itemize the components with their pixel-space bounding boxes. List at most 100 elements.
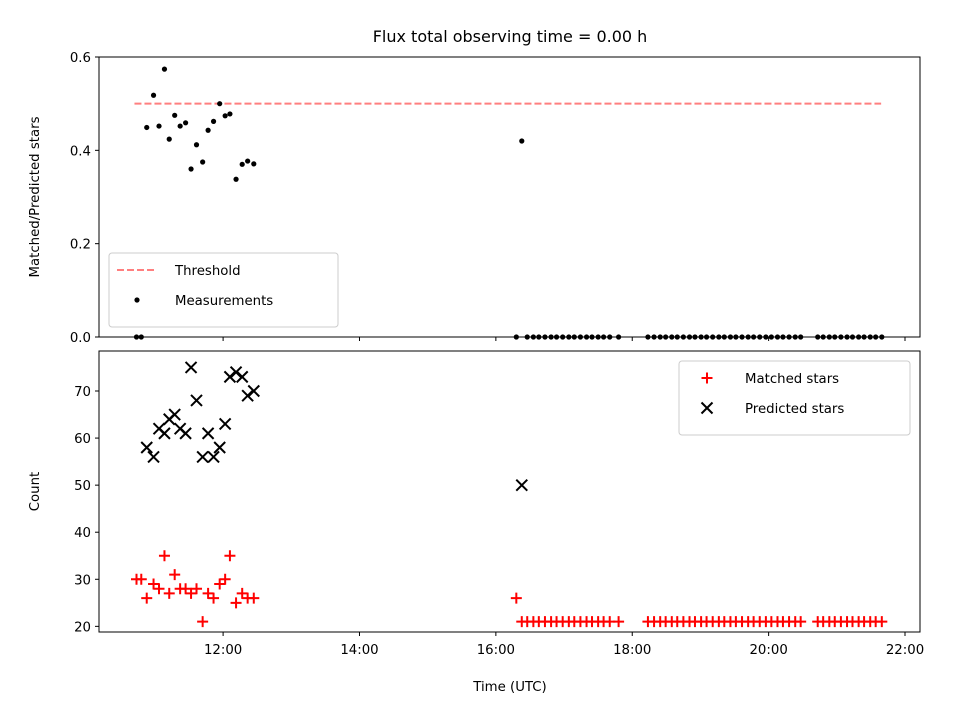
data-point xyxy=(245,158,251,164)
legend-marker-swatch xyxy=(701,372,713,384)
data-point xyxy=(680,334,686,340)
y-tick-label: 70 xyxy=(74,385,91,400)
data-point xyxy=(826,334,832,340)
data-point xyxy=(844,334,850,340)
data-point xyxy=(190,394,203,407)
data-point xyxy=(651,334,657,340)
data-point xyxy=(219,573,231,585)
data-point xyxy=(161,66,168,72)
data-point xyxy=(208,592,220,604)
chart-title: Flux total observing time = 0.00 h xyxy=(373,27,648,46)
y-axis-label: Matched/Predicted stars xyxy=(28,116,43,277)
data-point xyxy=(135,573,147,585)
data-point xyxy=(191,583,203,595)
data-point xyxy=(553,334,560,340)
data-point xyxy=(669,334,675,340)
data-point xyxy=(233,176,239,182)
data-point xyxy=(200,159,206,165)
data-point xyxy=(607,334,613,340)
data-point xyxy=(223,370,237,384)
data-point xyxy=(692,334,698,340)
data-point xyxy=(792,334,798,340)
data-point xyxy=(230,597,242,609)
data-point xyxy=(739,334,745,340)
data-point xyxy=(177,123,183,129)
count-panel: 20 30 40 50 60 70 12:00 14:00 16:00 18:00 20:00 22:… xyxy=(28,350,924,658)
data-point xyxy=(645,334,651,340)
data-point xyxy=(879,334,885,340)
data-point xyxy=(141,592,153,604)
data-point xyxy=(733,334,739,340)
series-plus xyxy=(131,550,888,628)
data-point xyxy=(227,111,233,117)
legend: Threshold Measurements xyxy=(108,252,339,328)
y-tick-label: 0.0 xyxy=(70,331,91,346)
legend-label: Measurements xyxy=(175,294,273,309)
data-point xyxy=(763,334,769,340)
data-point xyxy=(156,123,162,129)
data-point xyxy=(686,334,693,340)
legend-box xyxy=(108,252,339,328)
data-point xyxy=(820,334,826,340)
data-point xyxy=(248,592,260,604)
data-point xyxy=(235,370,249,384)
data-point xyxy=(873,334,879,340)
data-point xyxy=(757,334,763,340)
data-point xyxy=(849,334,856,340)
data-point xyxy=(153,583,165,595)
data-point xyxy=(613,616,625,628)
y-tick-label: 30 xyxy=(74,573,91,588)
series-dot xyxy=(133,66,885,340)
data-point xyxy=(196,450,209,464)
data-point xyxy=(217,101,223,107)
data-point xyxy=(184,361,198,374)
data-point xyxy=(721,334,727,340)
data-point xyxy=(751,334,757,340)
x-tick-label: 14:00 xyxy=(340,643,378,658)
data-point xyxy=(133,334,140,340)
data-point xyxy=(201,427,215,440)
y-tick-label: 0.4 xyxy=(70,144,91,159)
data-point xyxy=(798,334,804,340)
data-point xyxy=(239,161,245,167)
data-point xyxy=(571,334,577,340)
data-point xyxy=(838,334,844,340)
legend-label: Predicted stars xyxy=(745,402,844,417)
data-point xyxy=(548,334,554,340)
data-point xyxy=(616,334,622,340)
legend-box xyxy=(678,360,911,436)
y-tick-label: 40 xyxy=(74,526,91,541)
data-point xyxy=(861,334,867,340)
y-tick-label: 20 xyxy=(74,620,91,635)
data-point xyxy=(542,334,548,340)
x-tick-label: 20:00 xyxy=(749,643,787,658)
data-point xyxy=(595,334,601,340)
data-point xyxy=(832,334,838,340)
data-point xyxy=(524,334,530,340)
data-point xyxy=(601,334,607,340)
data-point xyxy=(188,166,194,172)
data-point xyxy=(140,441,153,454)
data-point xyxy=(703,334,710,340)
legend-label: Threshold xyxy=(174,264,241,279)
data-point xyxy=(795,616,807,628)
data-point xyxy=(698,334,704,340)
x-tick-label: 12:00 xyxy=(204,643,242,658)
data-point xyxy=(193,142,200,148)
data-point xyxy=(148,578,160,590)
data-point xyxy=(727,334,734,340)
data-point xyxy=(536,334,542,340)
data-point xyxy=(519,138,525,144)
y-tick-label: 60 xyxy=(74,432,91,447)
data-point xyxy=(202,587,214,599)
data-point xyxy=(158,550,170,562)
data-point xyxy=(768,334,774,340)
x-tick-label: 18:00 xyxy=(613,643,651,658)
data-point xyxy=(229,365,243,379)
data-point xyxy=(205,127,211,133)
data-point xyxy=(236,587,248,599)
data-point xyxy=(168,408,181,421)
data-point xyxy=(251,161,257,167)
